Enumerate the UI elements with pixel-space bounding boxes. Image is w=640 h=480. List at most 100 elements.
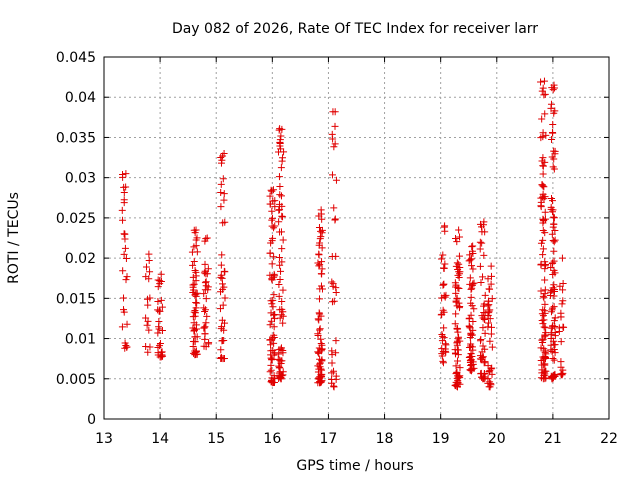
data-point [537, 78, 545, 86]
x-tick-label: 14 [151, 431, 169, 447]
data-point [559, 279, 567, 287]
data-point [278, 305, 286, 313]
data-point [476, 238, 484, 246]
data-point [276, 276, 284, 284]
data-point [465, 315, 473, 323]
data-point [455, 226, 463, 234]
data-point [550, 292, 558, 300]
data-point [267, 341, 275, 349]
data-point [537, 239, 545, 247]
data-point [118, 206, 126, 214]
data-point [201, 260, 209, 268]
data-point [481, 329, 489, 337]
data-point [193, 299, 201, 307]
data-point [440, 280, 448, 288]
data-point [541, 265, 549, 273]
data-point [217, 273, 225, 281]
data-point [454, 383, 461, 391]
y-axis-label: ROTI / TECUs [6, 192, 22, 284]
data-point [191, 351, 199, 359]
data-point [328, 278, 336, 286]
data-point [269, 214, 277, 222]
y-tick-label: 0.005 [56, 372, 96, 388]
data-point [154, 329, 162, 337]
data-point [317, 340, 325, 348]
data-point [276, 182, 284, 190]
y-tick-label: 0.01 [65, 332, 96, 348]
data-point [453, 337, 461, 345]
data-point [192, 292, 200, 300]
data-point [452, 289, 460, 297]
plot-frame [103, 56, 610, 420]
data-point [275, 173, 283, 181]
data-point [268, 355, 276, 363]
data-point [316, 355, 324, 363]
data-point [315, 316, 323, 324]
data-point [488, 295, 496, 303]
data-point [204, 286, 212, 294]
data-point [268, 207, 276, 215]
data-point [439, 357, 447, 365]
data-point [220, 196, 228, 204]
data-point [316, 325, 324, 333]
data-point [551, 341, 559, 349]
data-point [541, 367, 549, 375]
data-point [330, 143, 338, 151]
data-point [276, 191, 284, 199]
data-point [122, 170, 130, 178]
data-point [190, 326, 198, 334]
data-point [120, 183, 128, 191]
data-point [468, 302, 476, 310]
data-point [277, 267, 285, 275]
data-point [268, 275, 276, 283]
x-tick-label: 22 [600, 431, 618, 447]
data-point [484, 275, 492, 283]
data-point [269, 303, 277, 311]
data-point [315, 309, 323, 317]
data-point [276, 206, 284, 214]
data-point [275, 253, 283, 261]
data-point [276, 125, 284, 133]
data-point [467, 329, 475, 337]
data-point [270, 224, 278, 232]
data-point [456, 264, 464, 272]
data-point [268, 216, 276, 224]
data-point [488, 343, 496, 351]
data-point [551, 236, 559, 244]
data-point [537, 203, 545, 211]
data-point [539, 170, 547, 178]
data-point [452, 234, 460, 242]
data-point [331, 140, 339, 148]
data-point [217, 354, 225, 362]
data-point [440, 324, 448, 332]
data-point [317, 227, 325, 235]
data-point [541, 347, 549, 355]
data-point [201, 279, 209, 287]
data-point [539, 320, 547, 328]
data-point [155, 317, 163, 325]
data-point [479, 273, 487, 281]
x-tick-label: 20 [488, 431, 506, 447]
data-point [279, 236, 287, 244]
data-point [548, 374, 556, 382]
data-point [439, 281, 447, 289]
data-point [537, 260, 545, 268]
data-point [550, 165, 558, 173]
data-point [451, 279, 459, 287]
data-point [317, 335, 325, 343]
data-point [220, 283, 228, 291]
data-point [550, 220, 558, 228]
data-point [200, 290, 208, 298]
data-point [551, 323, 559, 331]
data-point [218, 337, 226, 345]
data-point [189, 343, 197, 351]
data-point [537, 287, 545, 295]
data-point [315, 295, 323, 303]
x-tick-label: 13 [95, 431, 113, 447]
data-point [542, 331, 550, 339]
data-point [539, 251, 547, 259]
data-point [539, 182, 547, 190]
data-point [328, 369, 336, 377]
data-point [202, 282, 210, 290]
data-point [279, 286, 287, 294]
